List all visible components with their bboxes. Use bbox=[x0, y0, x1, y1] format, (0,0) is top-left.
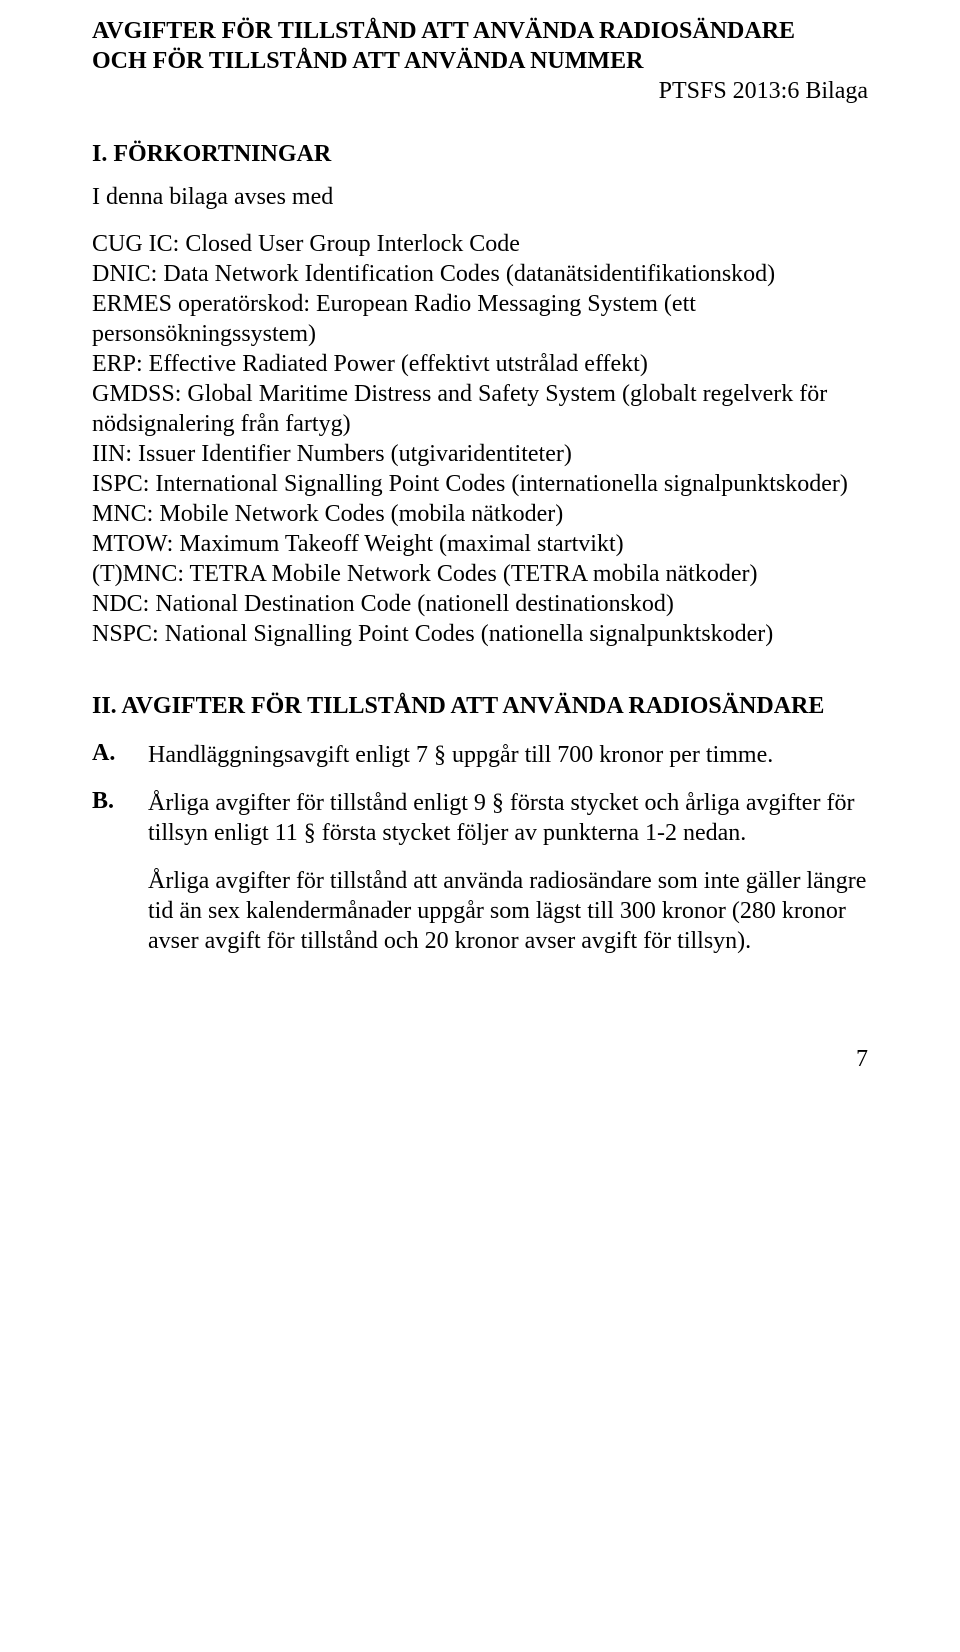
page-number: 7 bbox=[0, 1046, 960, 1073]
definition-item: ERMES operatörskod: European Radio Messa… bbox=[92, 289, 868, 349]
doc-title-line1: AVGIFTER FÖR TILLSTÅND ATT ANVÄNDA RADIO… bbox=[92, 16, 868, 46]
list-item-text: Årliga avgifter för tillstånd enligt 9 §… bbox=[148, 788, 868, 848]
section-1-intro: I denna bilaga avses med bbox=[92, 184, 868, 211]
list-item-text: Handläggningsavgift enligt 7 § uppgår ti… bbox=[148, 740, 868, 770]
section-1-heading: I. FÖRKORTNINGAR bbox=[92, 141, 868, 168]
definition-item: IIN: Issuer Identifier Numbers (utgivari… bbox=[92, 439, 868, 469]
section-2-list: A. Handläggningsavgift enligt 7 § uppgår… bbox=[92, 740, 868, 956]
section-2-heading: II. AVGIFTER FÖR TILLSTÅND ATT ANVÄNDA R… bbox=[92, 693, 868, 720]
doc-title-line2: OCH FÖR TILLSTÅND ATT ANVÄNDA NUMMER bbox=[92, 46, 868, 76]
list-item-a: A. Handläggningsavgift enligt 7 § uppgår… bbox=[92, 740, 868, 770]
definition-item: ERP: Effective Radiated Power (effektivt… bbox=[92, 349, 868, 379]
definition-item: MTOW: Maximum Takeoff Weight (maximal st… bbox=[92, 529, 868, 559]
list-marker: A. bbox=[92, 740, 148, 770]
definition-item: GMDSS: Global Maritime Distress and Safe… bbox=[92, 379, 868, 439]
list-item-b: B. Årliga avgifter för tillstånd enligt … bbox=[92, 788, 868, 848]
definition-item: DNIC: Data Network Identification Codes … bbox=[92, 259, 868, 289]
definition-item: (T)MNC: TETRA Mobile Network Codes (TETR… bbox=[92, 559, 868, 589]
definition-item: MNC: Mobile Network Codes (mobila nätkod… bbox=[92, 499, 868, 529]
definition-item: ISPC: International Signalling Point Cod… bbox=[92, 469, 868, 499]
list-marker: B. bbox=[92, 788, 148, 848]
definition-item: NDC: National Destination Code (nationel… bbox=[92, 589, 868, 619]
document-page: AVGIFTER FÖR TILLSTÅND ATT ANVÄNDA RADIO… bbox=[0, 0, 960, 956]
definitions-block: CUG IC: Closed User Group Interlock Code… bbox=[92, 229, 868, 649]
definition-item: CUG IC: Closed User Group Interlock Code bbox=[92, 229, 868, 259]
definition-item: NSPC: National Signalling Point Codes (n… bbox=[92, 619, 868, 649]
list-item-b-para2: Årliga avgifter för tillstånd att använd… bbox=[148, 866, 868, 956]
doc-subreference: PTSFS 2013:6 Bilaga bbox=[92, 78, 868, 105]
